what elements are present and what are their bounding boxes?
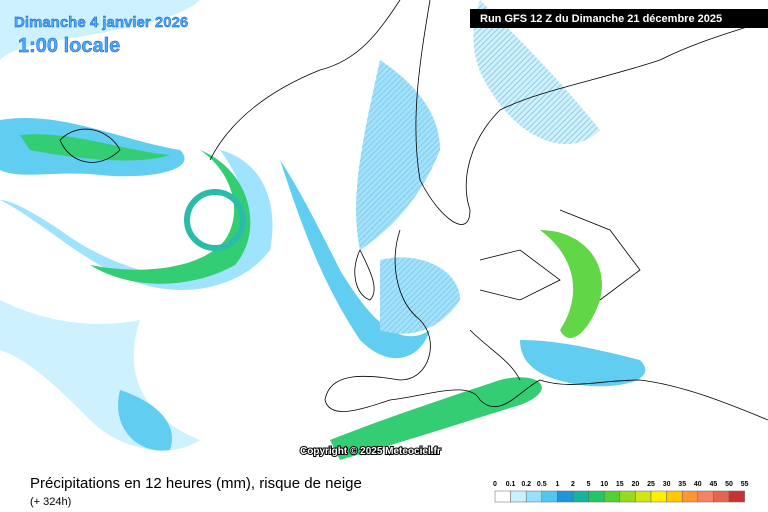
legend-label: 25 <box>647 481 655 488</box>
legend-label: 0.5 <box>537 481 547 488</box>
legend-swatch <box>681 490 699 503</box>
forecast-date: Dimanche 4 janvier 2026 <box>14 14 188 31</box>
legend-label: 55 <box>741 481 749 488</box>
legend-label: 0.1 <box>506 481 516 488</box>
run-info: Run GFS 12 Z du Dimanche 21 décembre 202… <box>480 13 722 25</box>
legend-swatch <box>728 490 745 503</box>
legend-swatch <box>619 490 636 503</box>
run-banner <box>470 9 768 28</box>
legend-label: 15 <box>616 481 624 488</box>
forecast-lead: (+ 324h) <box>30 496 71 508</box>
precipitation <box>0 0 646 460</box>
legend-label: 35 <box>678 481 686 488</box>
legend-label: 40 <box>694 481 702 488</box>
legend: 0 0.1 0.2 0.5 1 2 5 10 15 20 25 30 35 40 45 50 55 <box>493 481 749 503</box>
legend-swatch <box>635 490 652 503</box>
forecast-time: 1:00 locale <box>18 35 120 57</box>
legend-swatch <box>713 490 730 503</box>
legend-swatch <box>525 490 543 503</box>
copyright: Copyright © 2025 Meteociel.fr <box>300 446 441 457</box>
legend-swatch <box>510 490 527 503</box>
legend-swatch <box>494 490 511 503</box>
footer-title: Précipitations en 12 heures (mm), risque… <box>30 475 362 492</box>
legend-swatch <box>697 490 714 503</box>
legend-label: 1 <box>555 481 559 488</box>
legend-swatch <box>603 490 621 503</box>
legend-label: 2 <box>571 481 575 488</box>
legend-swatch <box>572 490 589 503</box>
legend-swatch <box>666 490 683 503</box>
legend-swatch <box>557 490 574 503</box>
coastlines <box>59 0 768 421</box>
legend-label: 0.2 <box>521 481 531 488</box>
legend-label: 45 <box>710 481 718 488</box>
legend-label: 50 <box>725 481 733 488</box>
legend-label: 10 <box>600 481 608 488</box>
legend-label: 30 <box>663 481 671 488</box>
legend-label: 20 <box>632 481 640 488</box>
legend-label: 0 <box>493 481 497 488</box>
legend-swatch <box>588 490 605 503</box>
legend-swatch <box>541 490 558 503</box>
legend-label: 5 <box>587 481 591 488</box>
legend-swatch <box>650 490 667 503</box>
